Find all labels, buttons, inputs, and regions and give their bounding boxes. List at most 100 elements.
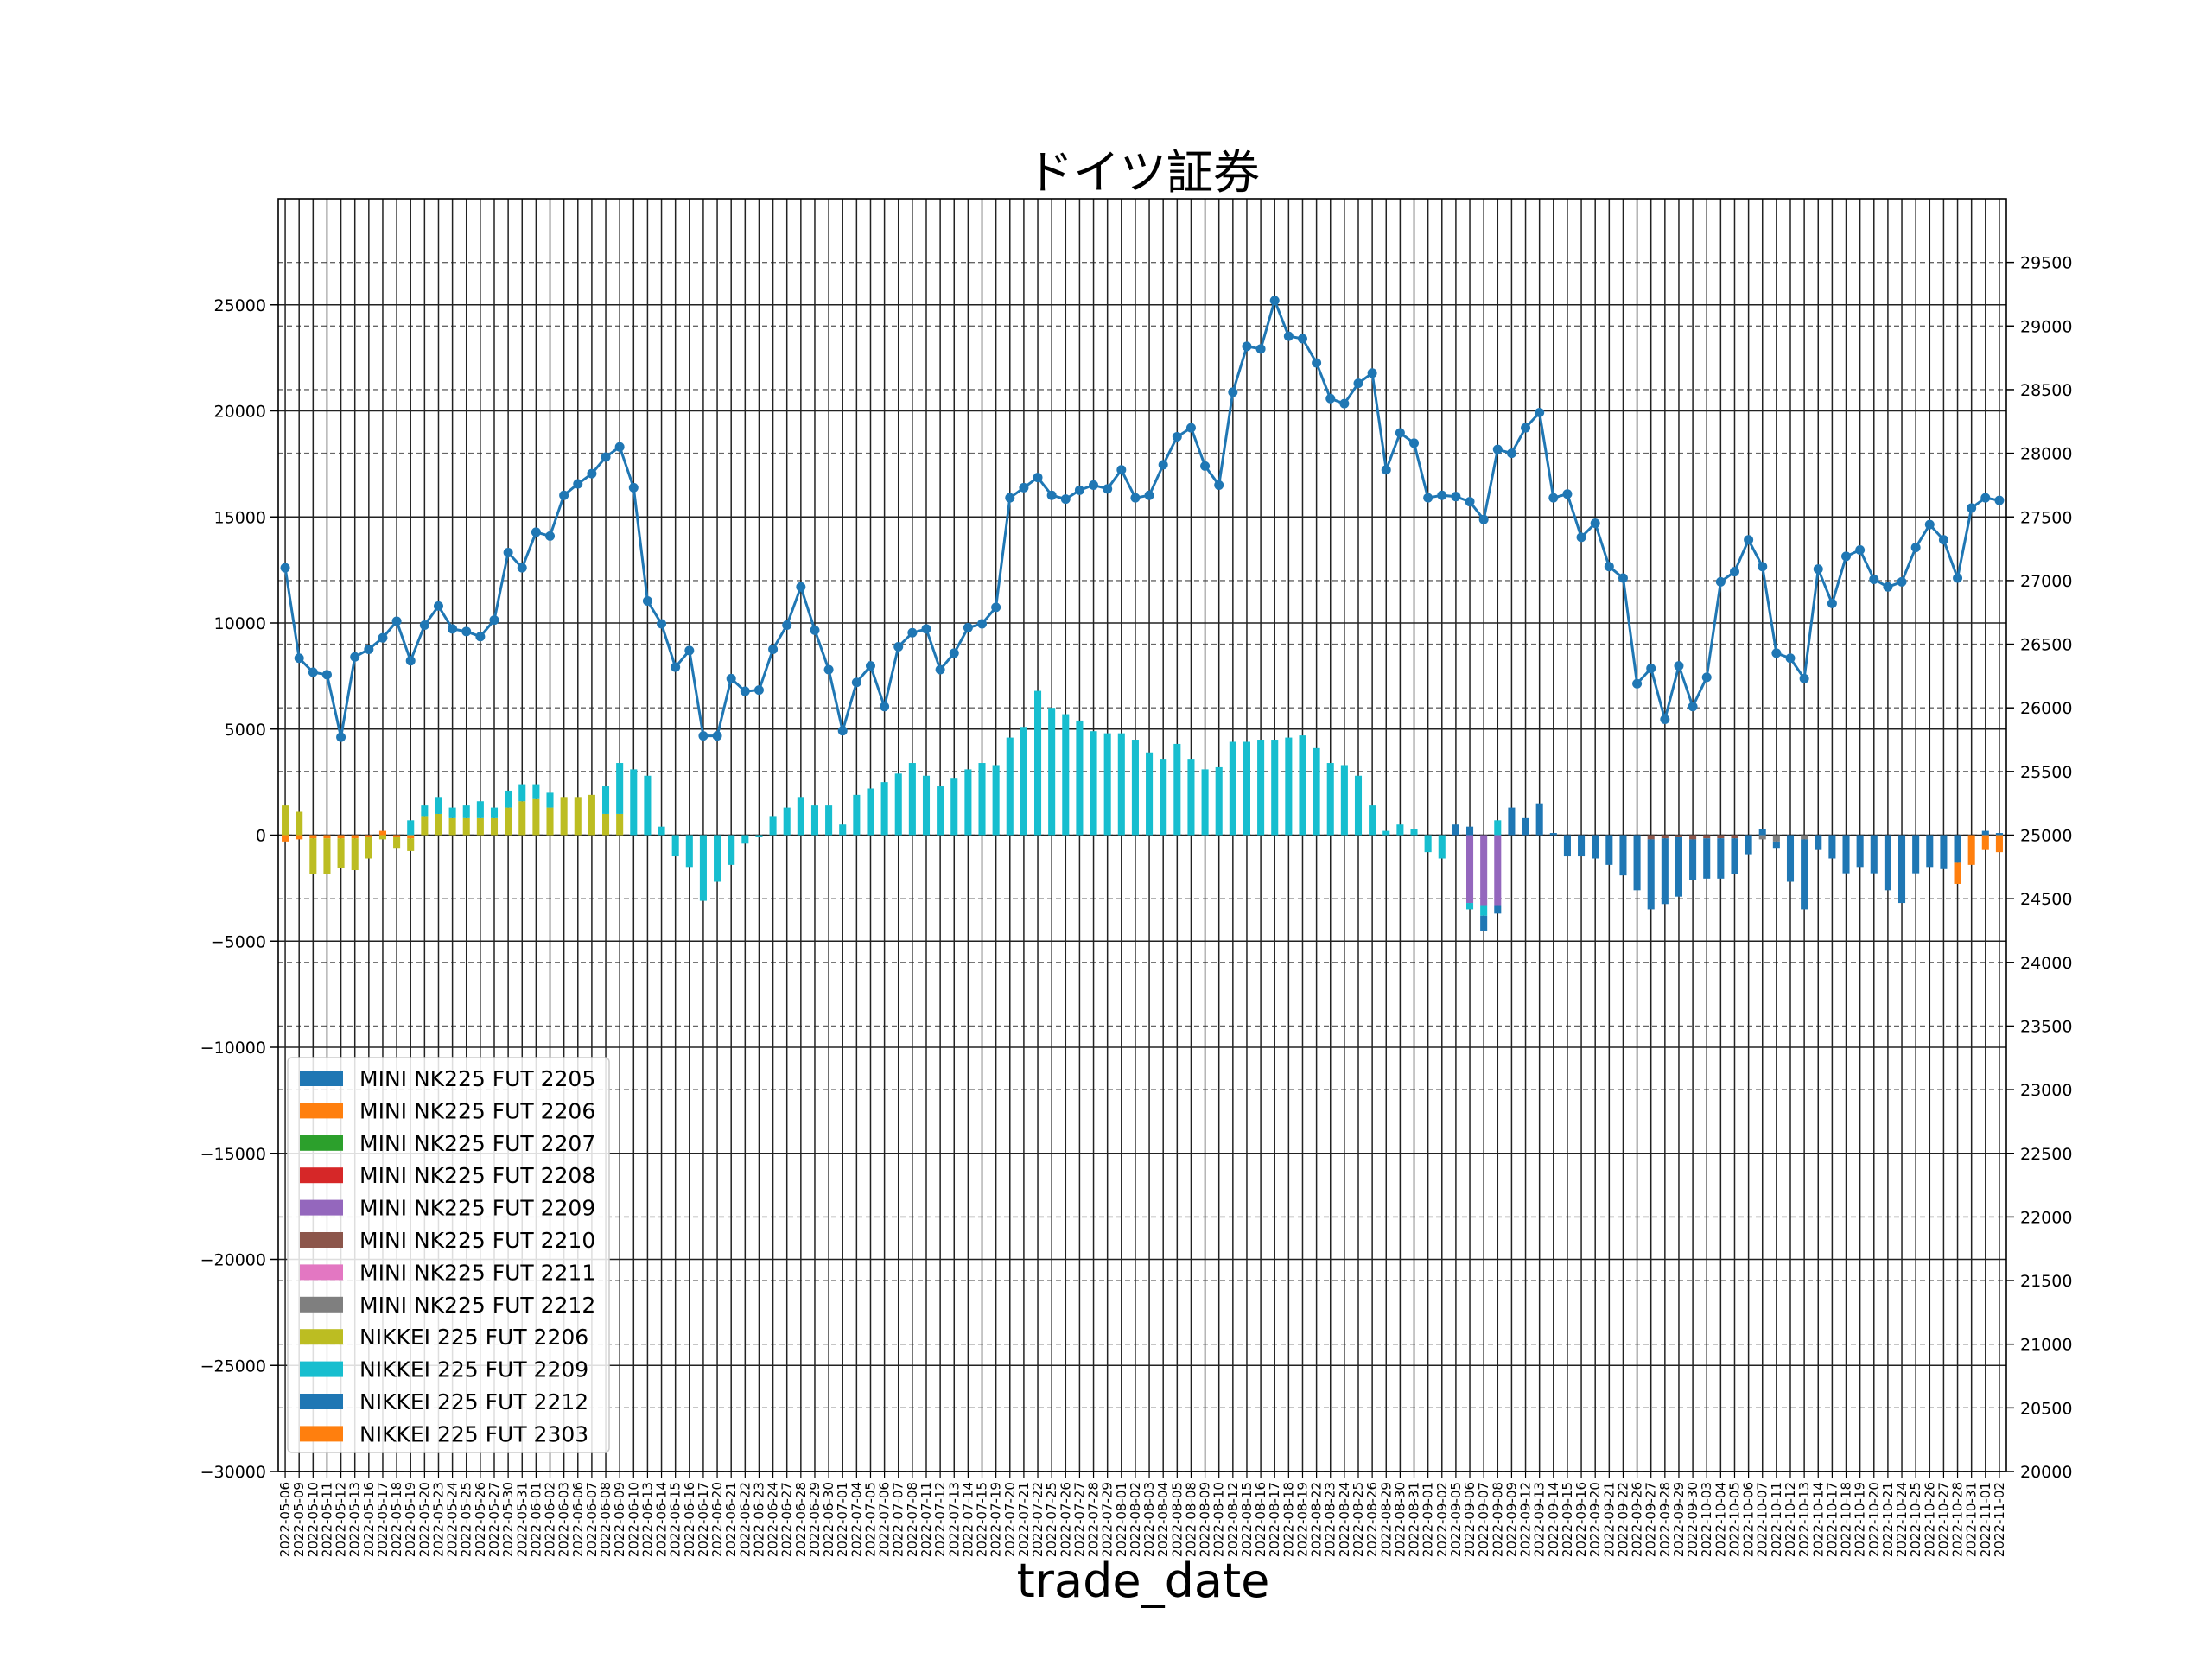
x-tick-label: 2022-06-02 <box>543 1482 558 1557</box>
bar <box>518 801 526 836</box>
x-tick-label: 2022-10-11 <box>1769 1482 1784 1557</box>
bar <box>1578 835 1586 857</box>
y2-tick-label: 21500 <box>2020 1272 2072 1291</box>
price-point <box>1144 490 1154 500</box>
bar <box>1438 835 1446 859</box>
price-point <box>1074 485 1084 495</box>
x-tick-label: 2022-05-27 <box>486 1482 502 1557</box>
price-point <box>1158 460 1168 470</box>
bar <box>714 835 721 882</box>
x-tick-label: 2022-09-09 <box>1503 1482 1519 1557</box>
price-point <box>1827 598 1837 608</box>
price-point <box>865 661 875 671</box>
legend-swatch <box>300 1394 343 1409</box>
bar <box>435 797 442 814</box>
price-point <box>448 624 458 634</box>
legend-label: MINI NK225 FUT 2206 <box>359 1098 595 1123</box>
y-tick-label: 10000 <box>214 614 266 633</box>
x-tick-label: 2022-06-21 <box>723 1482 739 1557</box>
x-tick-label: 2022-09-13 <box>1532 1482 1548 1557</box>
x-tick-label: 2022-09-29 <box>1671 1482 1687 1557</box>
price-point <box>1297 334 1307 344</box>
price-point <box>1269 296 1280 306</box>
price-point <box>977 619 988 629</box>
bar <box>1549 833 1557 836</box>
bar <box>365 835 372 837</box>
bar <box>435 813 442 836</box>
legend-label: NIKKEI 225 FUT 2206 <box>359 1325 588 1350</box>
x-tick-label: 2022-09-08 <box>1490 1482 1505 1557</box>
x-tick-label: 2022-05-26 <box>473 1482 488 1557</box>
bar <box>1257 740 1265 836</box>
price-point <box>1060 494 1071 505</box>
x-tick-label: 2022-07-27 <box>1071 1482 1087 1557</box>
price-point <box>1312 358 1322 368</box>
legend-swatch <box>300 1071 343 1086</box>
price-point <box>308 667 318 677</box>
x-tick-label: 2022-06-17 <box>696 1482 711 1557</box>
bar <box>699 835 707 901</box>
bar <box>1801 839 1808 910</box>
bar <box>1758 829 1766 836</box>
x-tick-label: 2022-06-01 <box>528 1482 543 1557</box>
bar <box>616 813 624 836</box>
bar <box>407 838 415 851</box>
bar <box>1173 743 1181 836</box>
bar <box>1954 862 1961 884</box>
bar <box>1215 766 1223 836</box>
x-tick-label: 2022-09-20 <box>1587 1482 1603 1557</box>
bar <box>309 835 317 839</box>
price-point <box>1506 448 1516 459</box>
bar-marks <box>282 690 2003 931</box>
bar <box>296 811 303 836</box>
bar <box>1494 905 1502 914</box>
bar <box>393 836 401 849</box>
price-point <box>1409 438 1420 448</box>
bar <box>1480 905 1488 916</box>
x-tick-label: 2022-06-30 <box>821 1482 836 1557</box>
price-point <box>461 626 472 637</box>
x-tick-label: 2022-08-22 <box>1309 1482 1325 1557</box>
x-tick-label: 2022-08-25 <box>1351 1482 1366 1557</box>
price-point <box>531 527 541 537</box>
bar <box>282 805 289 836</box>
price-point <box>991 602 1001 613</box>
x-tick-label: 2022-08-05 <box>1169 1482 1185 1557</box>
price-point <box>1214 480 1224 490</box>
bar <box>825 805 833 836</box>
bar <box>1396 824 1404 836</box>
x-tick-label: 2022-09-26 <box>1630 1482 1645 1557</box>
y2-tick-label: 24000 <box>2020 954 2072 973</box>
bar <box>1340 765 1348 836</box>
bar <box>867 788 874 836</box>
price-point <box>1813 564 1823 575</box>
x-tick-label: 2022-09-05 <box>1448 1482 1464 1557</box>
bar <box>1229 741 1236 836</box>
bar <box>1758 835 1766 840</box>
y-tick-label: 0 <box>256 827 266 846</box>
bar <box>658 826 665 836</box>
bar <box>1731 838 1738 874</box>
chart-title: ドイツ証券 <box>1027 145 1260 200</box>
price-point <box>378 632 388 643</box>
x-tick-label: 2022-08-08 <box>1183 1482 1198 1557</box>
bar <box>1062 714 1070 836</box>
price-point <box>1033 473 1043 483</box>
bar <box>323 835 331 839</box>
y-tick-label: −25000 <box>200 1357 266 1376</box>
x-tick-label: 2022-10-26 <box>1922 1482 1937 1557</box>
bar <box>1745 835 1752 855</box>
bar <box>1131 740 1139 836</box>
bar <box>490 817 499 836</box>
x-tick-label: 2022-07-04 <box>849 1482 864 1557</box>
bar <box>1731 835 1738 839</box>
price-point <box>921 624 931 634</box>
y-tick-label: −5000 <box>211 932 266 951</box>
bar <box>351 838 359 871</box>
price-point <box>1994 495 2005 505</box>
x-tick-label: 2022-07-07 <box>891 1482 906 1557</box>
price-point <box>1967 503 1977 513</box>
price-point <box>489 615 499 626</box>
bar <box>532 798 540 836</box>
